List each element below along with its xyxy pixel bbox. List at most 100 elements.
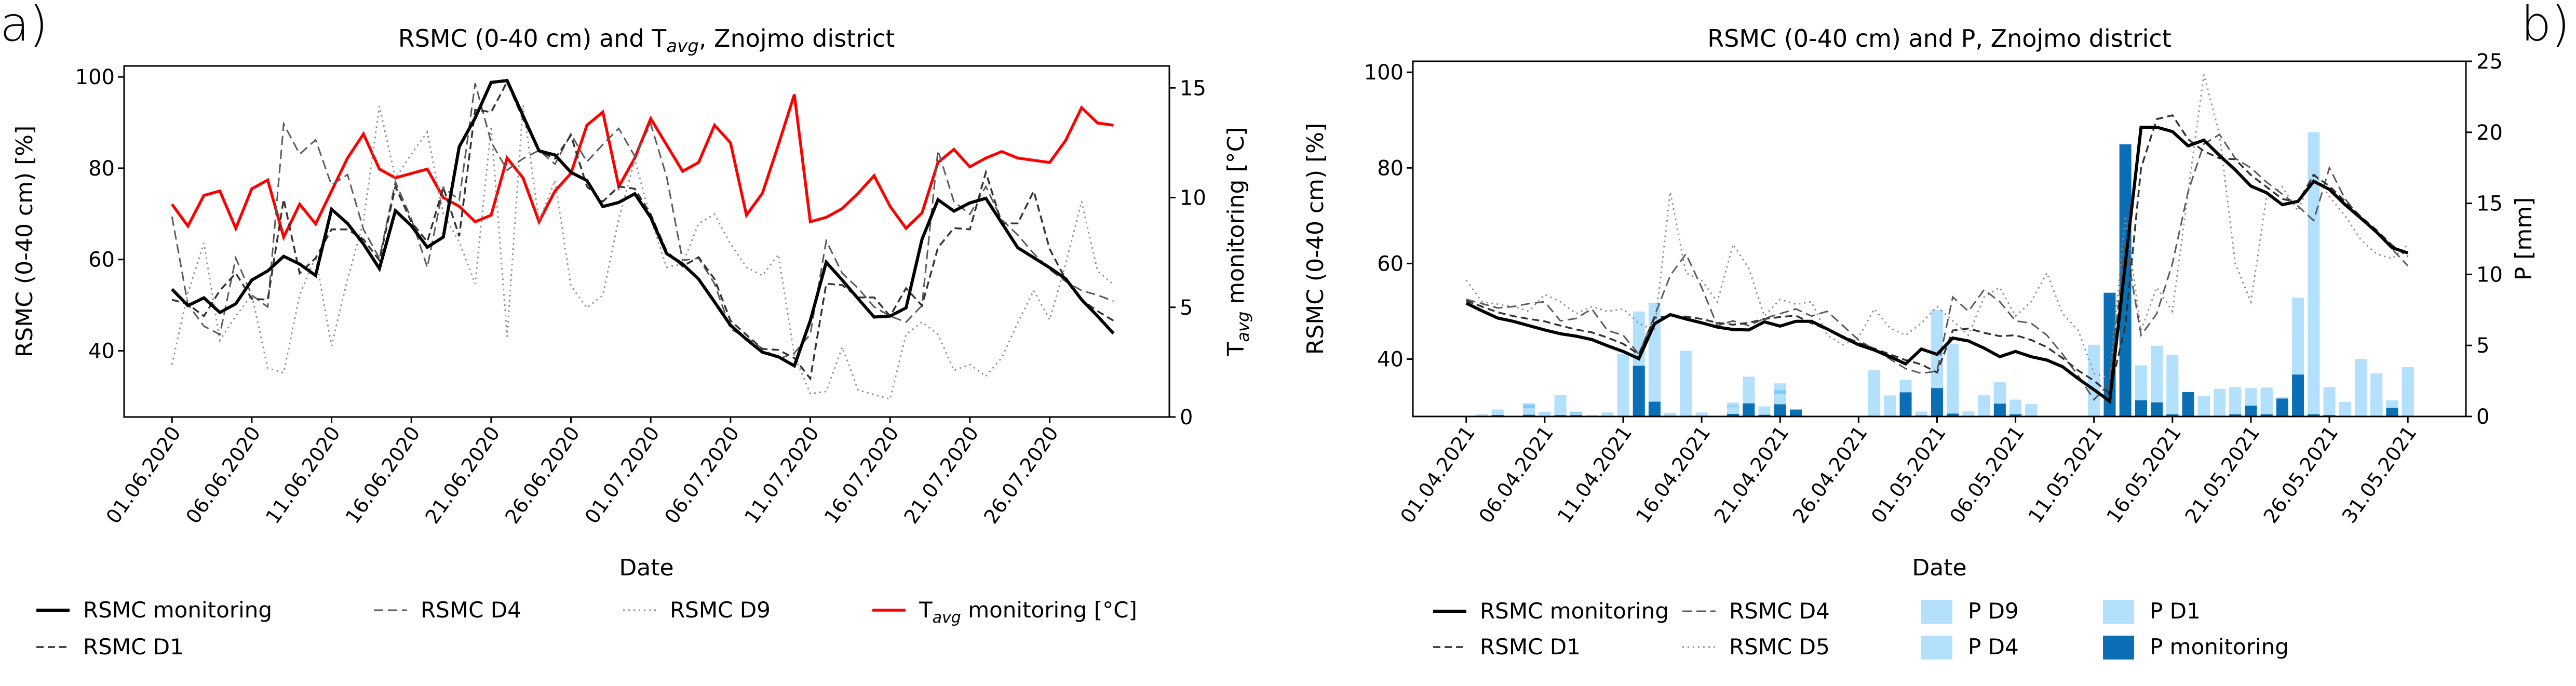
bar-p-monitoring [2182, 392, 2194, 416]
x-tick-label: 11.06.2020 [261, 422, 345, 528]
bar-p-d1 [1617, 373, 1629, 416]
chart-b-ylabel: RSMC (0-40 cm) [%] [1302, 123, 1329, 355]
y2-tick-label: 0 [1180, 406, 1193, 429]
panel-label-b: b) [2521, 0, 2570, 52]
x-tick-label: 06.05.2021 [1945, 422, 2029, 527]
legend-swatch [2103, 636, 2134, 660]
y2-tick-label: 10 [2476, 263, 2503, 287]
bar-p-d1 [2323, 395, 2336, 416]
y2-tick-label: 5 [2476, 334, 2489, 358]
x-tick-label: 01.05.2021 [1867, 422, 1950, 527]
bar-p-monitoring [1993, 403, 2006, 416]
bar-p-d1 [2213, 395, 2226, 416]
legend-item: RSMC D4 [1682, 598, 1830, 624]
chart-b-legend: RSMC monitoring RSMC D4 P D9 P D1 RSMC D1 RSM… [1433, 598, 2289, 660]
panel-label-a: a) [0, 0, 48, 52]
bar-p-monitoring [1633, 366, 1645, 416]
legend-swatch [2103, 600, 2134, 624]
bar-p-monitoring [2151, 402, 2163, 416]
y-tick-label: 40 [88, 340, 115, 364]
x-tick-label: 01.07.2020 [581, 422, 664, 528]
series-line-rsmc-d4 [171, 83, 1114, 360]
bar-p-monitoring [2009, 414, 2022, 416]
y2-tick-label: 5 [1180, 296, 1193, 320]
bar-p-d1 [1601, 413, 1614, 416]
x-tick-label: 21.06.2020 [421, 422, 504, 528]
legend-label: RSMC D4 [1729, 598, 1830, 624]
bar-p-d1 [1680, 373, 1692, 416]
bar-p-monitoring [1648, 401, 1661, 416]
legend-label: P D1 [2150, 598, 2201, 624]
bar-p-d1 [1523, 408, 1535, 416]
series-line-rsmc-d9 [171, 105, 1114, 400]
legend-item: RSMC D5 [1682, 634, 1830, 660]
legend-label: P D9 [1968, 598, 2019, 624]
chart-a-xlabel: Date [619, 555, 673, 581]
bar-p-d1 [1539, 413, 1551, 416]
x-tick-label: 21.05.2021 [2180, 422, 2264, 527]
y2-tick-label: 20 [2476, 121, 2503, 145]
x-tick-label: 21.04.2021 [1710, 422, 1793, 527]
chart-a-frame [123, 65, 1170, 418]
legend-item: P D4 [1921, 634, 2019, 660]
y2-tick-label: 15 [2476, 192, 2503, 216]
legend-item: P monitoring [2103, 634, 2289, 660]
bar-p-d1 [2308, 217, 2320, 416]
bar-p-monitoring [2308, 414, 2320, 416]
x-tick-label: 11.07.2020 [740, 422, 824, 528]
legend-label: RSMC monitoring [83, 597, 272, 623]
legend-label: RSMC D5 [1729, 634, 1830, 660]
chart-b-title: RSMC (0-40 cm) and P, Znojmo district [1707, 24, 2172, 52]
legend-swatch [1921, 600, 1952, 624]
bar-p-d1 [1884, 402, 1896, 416]
x-tick-label: 01.06.2020 [102, 422, 185, 528]
bar-p-monitoring [1743, 403, 1755, 416]
x-tick-label: 16.05.2021 [2102, 422, 2186, 527]
bar-p-monitoring [2292, 374, 2304, 416]
bar-p-d1 [2339, 405, 2351, 416]
bar-p-monitoring [2386, 408, 2398, 416]
legend-item: P D1 [2103, 598, 2201, 624]
bar-p-d1 [1554, 402, 1567, 416]
chart-panel-a: RSMC (0-40 cm) and Tavg, Znojmo district… [11, 24, 1253, 660]
bar-p-d1 [2197, 396, 2210, 416]
bar-p-monitoring [1899, 392, 1912, 416]
x-tick-label: 26.06.2020 [501, 422, 584, 528]
legend-label: RSMC D1 [83, 634, 184, 660]
chart-panel-b: RSMC (0-40 cm) and P, Znojmo district 40… [1302, 24, 2537, 660]
bar-p-monitoring [2245, 406, 2257, 416]
x-tick-label: 16.07.2020 [820, 422, 903, 528]
bar-p-d1 [1758, 409, 1771, 416]
legend-label: P D4 [1968, 634, 2019, 660]
chart-b-y2label: P [mm] [2511, 197, 2537, 281]
legend-label: RSMC D1 [1480, 634, 1581, 660]
bar-p-d1 [1664, 413, 1677, 416]
x-tick-label: 06.07.2020 [660, 422, 744, 528]
legend-label: Tavg monitoring [°C] [919, 597, 1137, 627]
series-line-rsmc-monitoring [171, 78, 1115, 368]
legend-item: RSMC D4 [374, 597, 521, 623]
bar-p-d1 [2229, 394, 2242, 416]
y2-tick-label: 15 [1180, 76, 1206, 100]
bar-p-d1 [1648, 338, 1661, 416]
bar-p-d1 [1962, 412, 1975, 416]
legend-label: P monitoring [2150, 634, 2289, 660]
bar-p-d1 [1915, 412, 1927, 416]
y-tick-label: 40 [1377, 348, 1404, 372]
x-tick-label: 26.07.2020 [979, 422, 1063, 528]
bar-p-monitoring [2166, 414, 2179, 416]
bar-p-monitoring [1774, 404, 1786, 416]
bar-p-monitoring [2119, 144, 2132, 416]
chart-a-title: RSMC (0-40 cm) and Tavg, Znojmo district [398, 24, 895, 57]
bar-p-monitoring [1523, 414, 1535, 416]
legend-swatch [1921, 636, 1952, 660]
chart-a-ylabel: RSMC (0-40 cm) [%] [11, 126, 38, 358]
x-tick-label: 16.06.2020 [341, 422, 425, 528]
bar-p-d1 [2402, 381, 2414, 416]
legend-item: Tavg monitoring [°C] [872, 597, 1137, 627]
bar-p-d1 [2355, 373, 2367, 416]
bar-p-d1 [1695, 413, 1708, 416]
y2-tick-label: 25 [2476, 50, 2503, 74]
legend-item: RSMC D9 [623, 597, 771, 623]
bar-p-d1 [1868, 385, 1881, 416]
